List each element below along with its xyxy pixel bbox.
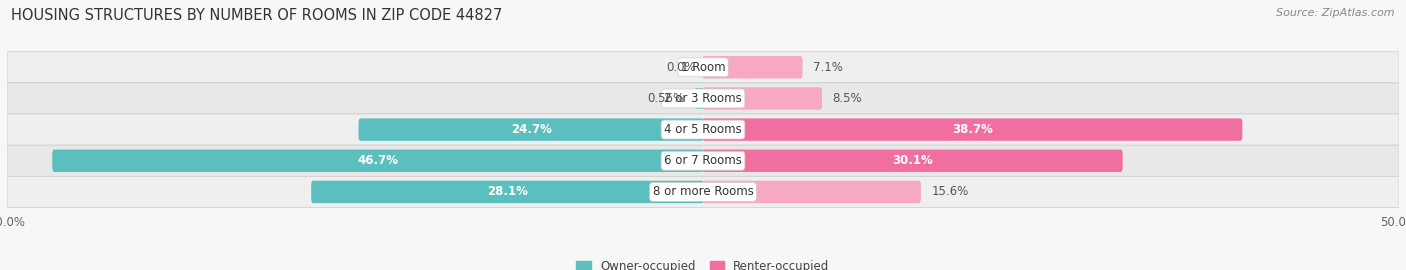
FancyBboxPatch shape <box>703 150 1122 172</box>
FancyBboxPatch shape <box>311 181 703 203</box>
FancyBboxPatch shape <box>7 114 1399 145</box>
FancyBboxPatch shape <box>703 87 823 110</box>
FancyBboxPatch shape <box>7 52 1399 83</box>
FancyBboxPatch shape <box>7 176 1399 207</box>
FancyBboxPatch shape <box>7 145 1399 176</box>
Legend: Owner-occupied, Renter-occupied: Owner-occupied, Renter-occupied <box>572 255 834 270</box>
FancyBboxPatch shape <box>703 56 803 79</box>
Text: 38.7%: 38.7% <box>952 123 993 136</box>
FancyBboxPatch shape <box>359 118 703 141</box>
Text: 28.1%: 28.1% <box>486 185 527 198</box>
FancyBboxPatch shape <box>695 88 703 109</box>
Text: 8.5%: 8.5% <box>832 92 862 105</box>
Text: 0.56%: 0.56% <box>647 92 685 105</box>
Text: 15.6%: 15.6% <box>931 185 969 198</box>
Text: 0.0%: 0.0% <box>666 61 696 74</box>
FancyBboxPatch shape <box>703 118 1243 141</box>
Text: 6 or 7 Rooms: 6 or 7 Rooms <box>664 154 742 167</box>
FancyBboxPatch shape <box>7 83 1399 114</box>
Text: 46.7%: 46.7% <box>357 154 398 167</box>
Text: 7.1%: 7.1% <box>813 61 842 74</box>
FancyBboxPatch shape <box>52 150 703 172</box>
Text: 24.7%: 24.7% <box>510 123 551 136</box>
Text: 1 Room: 1 Room <box>681 61 725 74</box>
Text: HOUSING STRUCTURES BY NUMBER OF ROOMS IN ZIP CODE 44827: HOUSING STRUCTURES BY NUMBER OF ROOMS IN… <box>11 8 502 23</box>
FancyBboxPatch shape <box>703 181 921 203</box>
Text: 4 or 5 Rooms: 4 or 5 Rooms <box>664 123 742 136</box>
Text: 2 or 3 Rooms: 2 or 3 Rooms <box>664 92 742 105</box>
Text: 8 or more Rooms: 8 or more Rooms <box>652 185 754 198</box>
Text: 30.1%: 30.1% <box>893 154 932 167</box>
Text: Source: ZipAtlas.com: Source: ZipAtlas.com <box>1277 8 1395 18</box>
